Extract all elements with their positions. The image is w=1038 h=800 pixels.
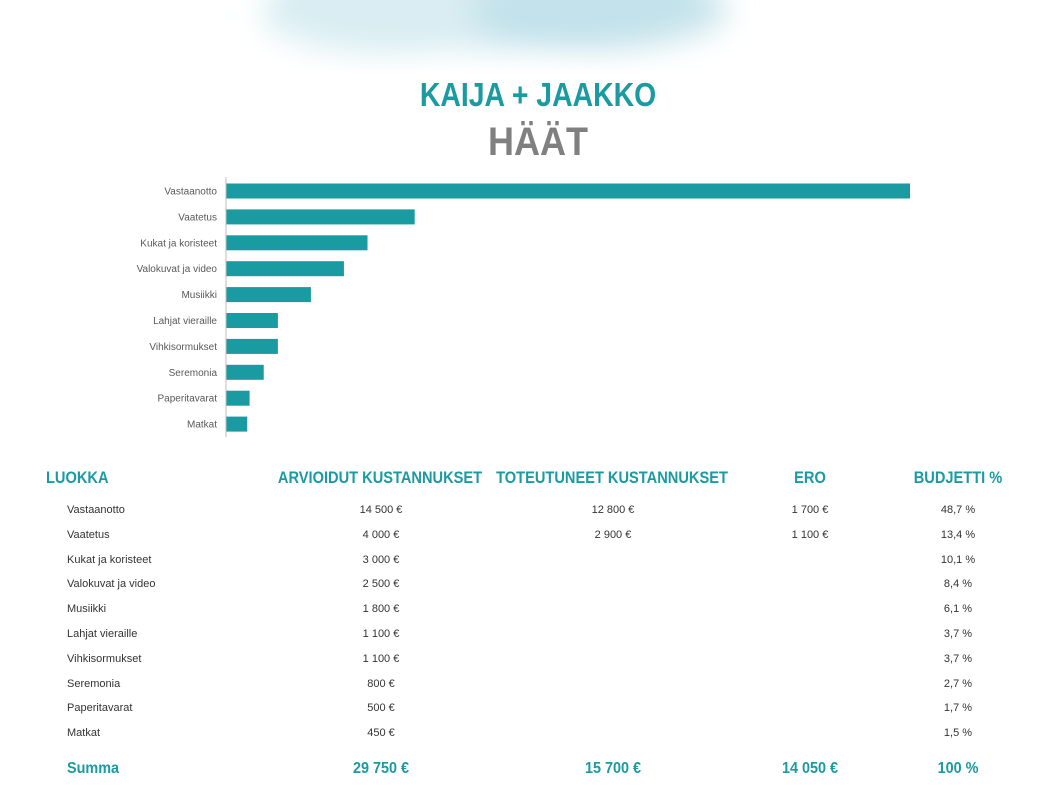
total-difference: 14 050 € [781, 760, 839, 777]
cell-estimated: 14 500 € [359, 504, 403, 516]
cell-category: Kukat ja koristeet [67, 553, 152, 566]
cell-budget-pct: 3,7 % [943, 652, 973, 665]
cell-actual: 12 800 € [591, 504, 635, 516]
cell-actual: 2 900 € [594, 528, 632, 541]
bar-1 [226, 209, 415, 225]
category-tick-label: Paperitavarat [158, 394, 218, 405]
cell-category: Seremonia [67, 677, 121, 690]
bar-4 [226, 287, 311, 303]
category-tick-label: Vastaanotto [164, 187, 217, 198]
bar-0 [226, 183, 910, 199]
cell-estimated: 1 100 € [362, 628, 400, 640]
cell-budget-pct: 10,1 % [940, 553, 976, 566]
column-header-estimated: ARVIOIDUT KUSTANNUKSET [277, 468, 483, 487]
cell-estimated: 1 100 € [362, 652, 400, 665]
category-tick-label: Musiikki [181, 290, 217, 301]
cell-estimated: 4 000 € [362, 528, 400, 541]
cell-budget-pct: 1,7 % [943, 702, 973, 715]
bar-9 [226, 416, 248, 432]
cost-bar-chart: Vastaanotto Vaatetus Kukat ja koristeet Val… [137, 177, 910, 438]
column-header-difference: ERO [794, 468, 826, 487]
bar-6 [226, 338, 278, 354]
cell-budget-pct: 3,7 % [943, 628, 973, 640]
cell-category: Vastaanotto [67, 504, 125, 516]
cell-category: Lahjat vieraille [67, 628, 138, 640]
cell-budget-pct: 13,4 % [940, 528, 976, 541]
category-tick-label: Kukat ja koristeet [140, 238, 217, 249]
category-tick-label: Vaatetus [178, 212, 217, 223]
bar-7 [226, 364, 264, 380]
page-title: KAIJA + JAAKKO [419, 76, 657, 113]
total-budget-pct: 100 % [937, 760, 979, 777]
cell-budget-pct: 8,4 % [943, 578, 973, 591]
cell-budget-pct: 2,7 % [943, 677, 973, 690]
cell-budget-pct: 48,7 % [940, 504, 976, 516]
cell-estimated: 3 000 € [362, 553, 400, 566]
total-label: Summa [67, 760, 120, 777]
cell-estimated: 450 € [367, 727, 395, 740]
column-header-budget-pct: BUDJETTI % [913, 468, 1003, 487]
cell-estimated: 1 800 € [362, 603, 400, 616]
cell-category: Vihkisormukset [67, 652, 142, 665]
bar-8 [226, 390, 250, 406]
cell-budget-pct: 1,5 % [943, 727, 973, 740]
bar-5 [226, 313, 278, 328]
bar-3 [226, 261, 344, 277]
cell-category: Matkat [67, 727, 101, 740]
column-header-actual: TOTEUTUNEET KUSTANNUKSET [496, 468, 728, 487]
column-header-category: LUOKKA [46, 468, 109, 487]
cell-budget-pct: 6,1 % [943, 603, 973, 616]
cell-estimated: 2 500 € [362, 578, 400, 591]
cell-category: Paperitavarat [67, 702, 133, 715]
total-estimated: 29 750 € [352, 760, 410, 777]
category-tick-label: Matkat [187, 420, 217, 431]
cell-category: Valokuvat ja video [67, 578, 156, 591]
watercolor-decoration [260, 0, 730, 55]
category-tick-label: Lahjat vieraille [153, 316, 217, 327]
category-tick-label: Seremonia [169, 368, 218, 379]
category-tick-label: Valokuvat ja video [137, 264, 218, 275]
cell-estimated: 500 € [367, 702, 395, 715]
cell-estimated: 800 € [367, 677, 395, 690]
cell-difference: 1 100 € [791, 528, 829, 541]
page-subtitle: HÄÄT [488, 120, 588, 164]
total-actual: 15 700 € [584, 760, 642, 777]
category-tick-label: Vihkisormukset [149, 342, 217, 353]
cell-difference: 1 700 € [791, 504, 829, 516]
cell-category: Musiikki [67, 603, 107, 616]
bar-2 [226, 235, 368, 251]
cell-category: Vaatetus [67, 528, 110, 541]
